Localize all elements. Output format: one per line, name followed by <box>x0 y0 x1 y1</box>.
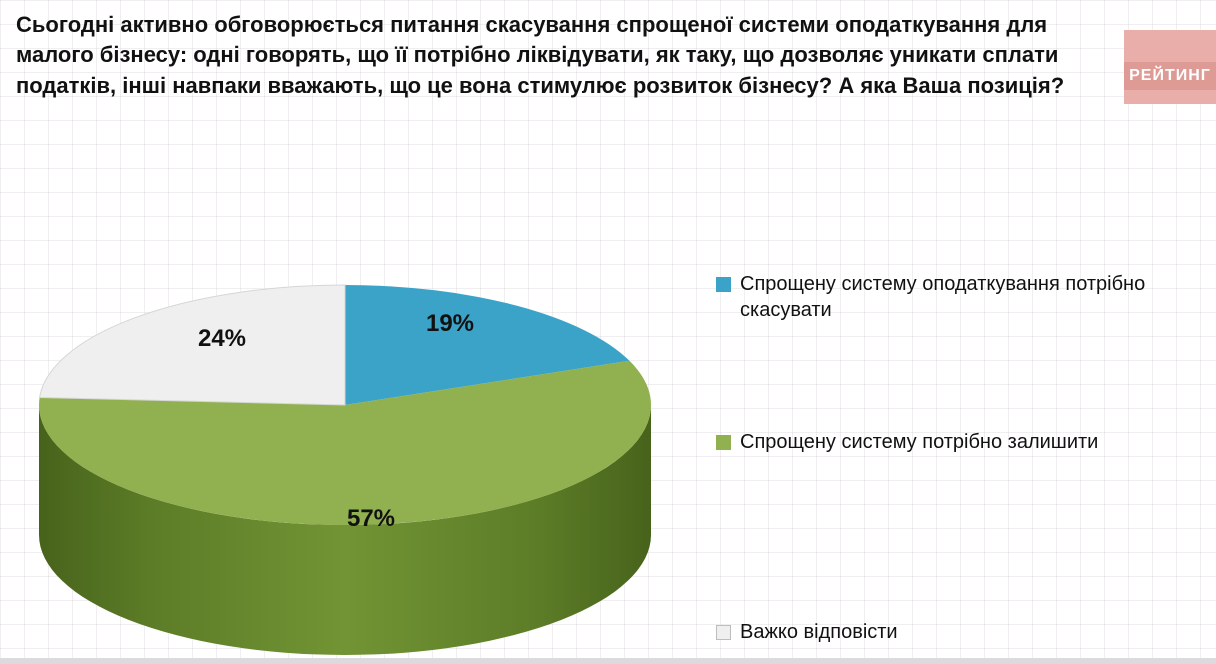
rating-logo-text: РЕЙТИНГ <box>1124 62 1216 90</box>
legend-label-hard-to-say: Важко відповісти <box>740 621 898 643</box>
pie-value-label-keep: 57% <box>347 505 395 532</box>
rating-logo: РЕЙТИНГ <box>1124 30 1216 104</box>
legend-item-cancel-system: Спрощену систему оподаткування потрібно … <box>716 272 1192 323</box>
legend-item-hard-to-say: Важко відповісти <box>716 620 1192 646</box>
pie-slice-keep-system <box>39 360 652 525</box>
legend-label-keep-system: Спрощену систему потрібно залишити <box>740 431 1099 453</box>
pie-side-rim <box>39 405 651 655</box>
legend-swatch-blue <box>716 277 731 292</box>
chart-legend: Спрощену систему оподаткування потрібно … <box>716 0 1208 664</box>
bottom-edge-strip <box>0 658 1216 664</box>
page-title: Сьогодні активно обговорюється питання с… <box>16 12 1065 98</box>
legend-swatch-gray <box>716 625 731 640</box>
pie-slice-hard-to-say <box>39 284 346 406</box>
legend-label-cancel-system: Спрощену систему оподаткування потрібно … <box>740 273 1146 321</box>
pie-value-label-cancel: 19% <box>426 310 474 337</box>
legend-swatch-green <box>716 435 731 450</box>
legend-item-keep-system: Спрощену систему потрібно залишити <box>716 430 1192 456</box>
pie-slice-cancel-system <box>345 285 630 405</box>
pie-value-label-hard-to-say: 24% <box>198 325 246 352</box>
